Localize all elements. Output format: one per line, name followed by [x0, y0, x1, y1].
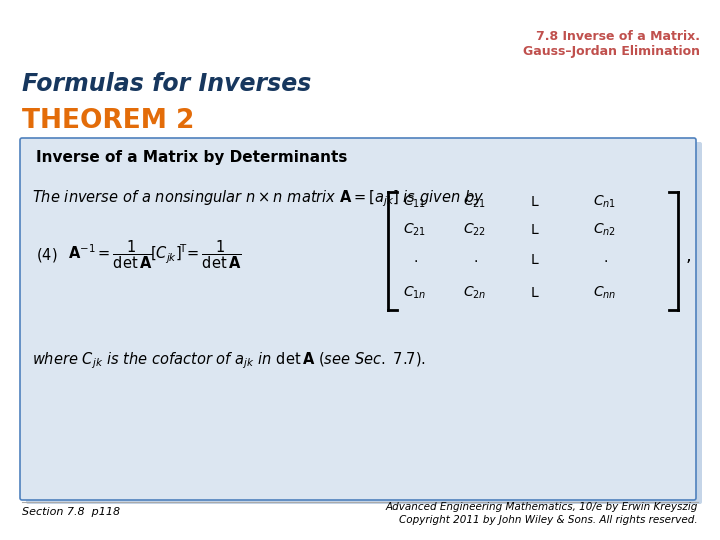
Text: $\cdot$: $\cdot$: [413, 253, 418, 267]
Text: THEOREM 2: THEOREM 2: [22, 108, 194, 134]
Text: Inverse of a Matrix by Determinants: Inverse of a Matrix by Determinants: [36, 150, 347, 165]
Text: $\cdot$: $\cdot$: [472, 253, 477, 267]
Text: $C_{n2}$: $C_{n2}$: [593, 222, 616, 238]
Text: $\mathrm{L}$: $\mathrm{L}$: [530, 286, 540, 300]
Text: $C_{22}$: $C_{22}$: [464, 222, 487, 238]
FancyBboxPatch shape: [20, 138, 696, 500]
Text: $C_{21}$: $C_{21}$: [464, 194, 487, 210]
Text: $C_{nn}$: $C_{nn}$: [593, 285, 616, 301]
Text: $\mathrm{L}$: $\mathrm{L}$: [530, 253, 540, 267]
Text: $C_{2n}$: $C_{2n}$: [463, 285, 487, 301]
Text: $\mathit{The\ inverse\ of\ a\ nonsingular\ }n \times n\mathit{\ matrix\ }\mathbf: $\mathit{The\ inverse\ of\ a\ nonsingula…: [32, 188, 485, 208]
FancyBboxPatch shape: [26, 142, 702, 504]
Text: Advanced Engineering Mathematics, 10/e by Erwin Kreyszig: Advanced Engineering Mathematics, 10/e b…: [386, 502, 698, 512]
Text: $(4)$: $(4)$: [36, 246, 58, 264]
Text: Section 7.8  p118: Section 7.8 p118: [22, 507, 120, 517]
Text: Formulas for Inverses: Formulas for Inverses: [22, 72, 311, 96]
Text: $\mathrm{L}$: $\mathrm{L}$: [530, 223, 540, 237]
Text: 7.8 Inverse of a Matrix.: 7.8 Inverse of a Matrix.: [536, 30, 700, 43]
Text: $C_{21}$: $C_{21}$: [403, 222, 426, 238]
Text: $\mathit{where\ }C_{jk}\mathit{\ is\ the\ cofactor\ of\ }a_{jk}\mathit{\ in\ }\d: $\mathit{where\ }C_{jk}\mathit{\ is\ the…: [32, 350, 426, 370]
Text: $C_{1n}$: $C_{1n}$: [403, 285, 427, 301]
Text: $C_{11}$: $C_{11}$: [403, 194, 426, 210]
Text: Copyright 2011 by John Wiley & Sons. All rights reserved.: Copyright 2011 by John Wiley & Sons. All…: [400, 515, 698, 525]
Text: ,: ,: [686, 247, 692, 265]
Text: $\mathrm{L}$: $\mathrm{L}$: [530, 195, 540, 209]
Text: $\cdot$: $\cdot$: [603, 253, 608, 267]
Text: $C_{n1}$: $C_{n1}$: [593, 194, 616, 210]
Text: $\mathbf{A}^{-1} = \dfrac{1}{\det\mathbf{A}}\!\left[C_{jk}\right]^{\!\mathsf{T}}: $\mathbf{A}^{-1} = \dfrac{1}{\det\mathbf…: [68, 239, 241, 271]
Text: Gauss–Jordan Elimination: Gauss–Jordan Elimination: [523, 45, 700, 58]
